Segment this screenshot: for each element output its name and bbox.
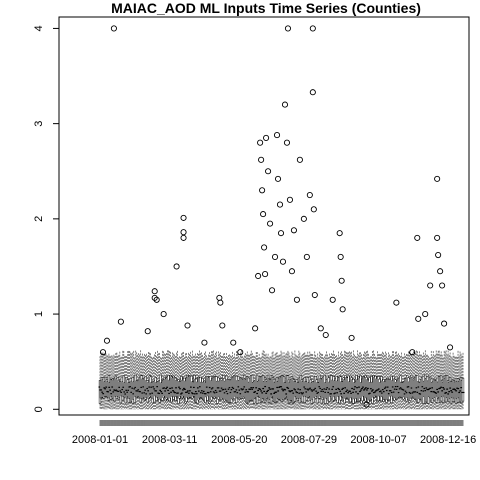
- outlier-point: [267, 220, 274, 227]
- outlier-point: [219, 322, 226, 329]
- outlier-point: [309, 25, 316, 32]
- outlier-point: [180, 229, 187, 236]
- outlier-point: [415, 315, 422, 322]
- outlier-point: [288, 268, 295, 275]
- outlier-point: [414, 234, 421, 241]
- outlier-point: [447, 344, 454, 351]
- outlier-point: [258, 156, 265, 163]
- outlier-point: [322, 331, 329, 339]
- outlier-point: [339, 306, 346, 313]
- outlier-point: [309, 89, 316, 96]
- x-tick-label: 2008-12-16: [420, 434, 476, 446]
- plot-layer: [98, 25, 465, 410]
- outlier-point: [103, 337, 111, 344]
- x-tick-label: 2008-03-11: [142, 434, 197, 446]
- outlier-point: [262, 271, 269, 278]
- outlier-point: [393, 299, 400, 306]
- outlier-point: [259, 187, 266, 194]
- outlier-point: [216, 294, 223, 301]
- outlier-point: [265, 168, 272, 175]
- chart-title: MAIAC_AOD ML Inputs Time Series (Countie…: [111, 0, 421, 16]
- outlier-point: [281, 101, 289, 108]
- outlier-point: [260, 211, 267, 218]
- outlier-point: [269, 287, 276, 294]
- outlier-point: [435, 251, 442, 259]
- outlier-point: [217, 299, 224, 306]
- outlier-point: [310, 206, 317, 213]
- outlier-point: [409, 349, 416, 356]
- outlier-point: [363, 401, 370, 408]
- outlier-point: [153, 296, 160, 303]
- outlier-point: [422, 311, 429, 318]
- outlier-point: [338, 277, 345, 284]
- outlier-point: [184, 322, 191, 329]
- outlier-point: [277, 230, 285, 237]
- outlier-point: [286, 196, 294, 203]
- y-tick-label: 2: [33, 216, 45, 222]
- outlier-point: [201, 339, 208, 346]
- outlier-point: [293, 296, 300, 303]
- outlier-point: [117, 318, 124, 325]
- outlier-point: [274, 175, 282, 182]
- x-tick-label: 2008-05-20: [211, 434, 267, 446]
- outlier-point: [276, 201, 284, 208]
- outlier-point: [296, 156, 303, 163]
- outlier-point: [160, 311, 167, 318]
- outlier-point: [271, 253, 279, 260]
- y-axis: 0 1 2 3 4: [33, 25, 60, 412]
- outlier-point: [300, 215, 307, 222]
- outlier-point: [180, 214, 187, 221]
- outlier-point: [434, 234, 441, 241]
- outlier-point: [279, 258, 287, 265]
- outlier-point: [257, 139, 264, 146]
- outlier-point: [284, 25, 292, 32]
- outlier-point: [317, 325, 324, 332]
- outlier-point: [311, 291, 318, 299]
- outlier-point: [290, 227, 297, 234]
- outlier-point: [348, 334, 355, 341]
- outlier-point: [303, 253, 310, 260]
- y-tick-label: 4: [33, 25, 45, 31]
- outlier-point: [151, 294, 158, 301]
- x-tick-label: 2008-07-29: [281, 434, 337, 446]
- outlier-point: [252, 325, 259, 332]
- outlier-point: [273, 132, 281, 139]
- outlier-point: [283, 139, 291, 146]
- outlier-point: [180, 234, 187, 241]
- outlier-point: [230, 339, 237, 346]
- outlier-point: [441, 320, 448, 327]
- y-tick-label: 0: [33, 406, 45, 412]
- outlier-point: [261, 244, 268, 251]
- outlier-point: [263, 134, 270, 141]
- outlier-point: [434, 175, 441, 182]
- outlier-point: [337, 253, 344, 260]
- outlier-point: [437, 268, 444, 275]
- box-body: [461, 377, 465, 402]
- x-tick-label: 2008-10-07: [350, 434, 406, 446]
- outlier-point: [336, 230, 343, 237]
- box: [461, 352, 465, 410]
- outlier-point: [427, 282, 434, 289]
- outlier-point: [439, 282, 446, 289]
- outlier-point: [173, 263, 180, 270]
- y-tick-label: 1: [33, 311, 45, 317]
- outlier-point: [110, 25, 117, 32]
- outlier-point: [99, 349, 107, 356]
- outlier-point: [329, 296, 336, 303]
- x-axis: 2008-01-01 2008-03-11 2008-05-20 2008-07-29…: [72, 420, 476, 446]
- outlier-point: [151, 288, 158, 295]
- outlier-point: [306, 192, 313, 199]
- outlier-point: [255, 272, 262, 280]
- outlier-point: [237, 349, 244, 356]
- outlier-point: [144, 328, 151, 335]
- x-tick-label: 2008-01-01: [72, 434, 128, 446]
- y-tick-label: 3: [33, 121, 45, 127]
